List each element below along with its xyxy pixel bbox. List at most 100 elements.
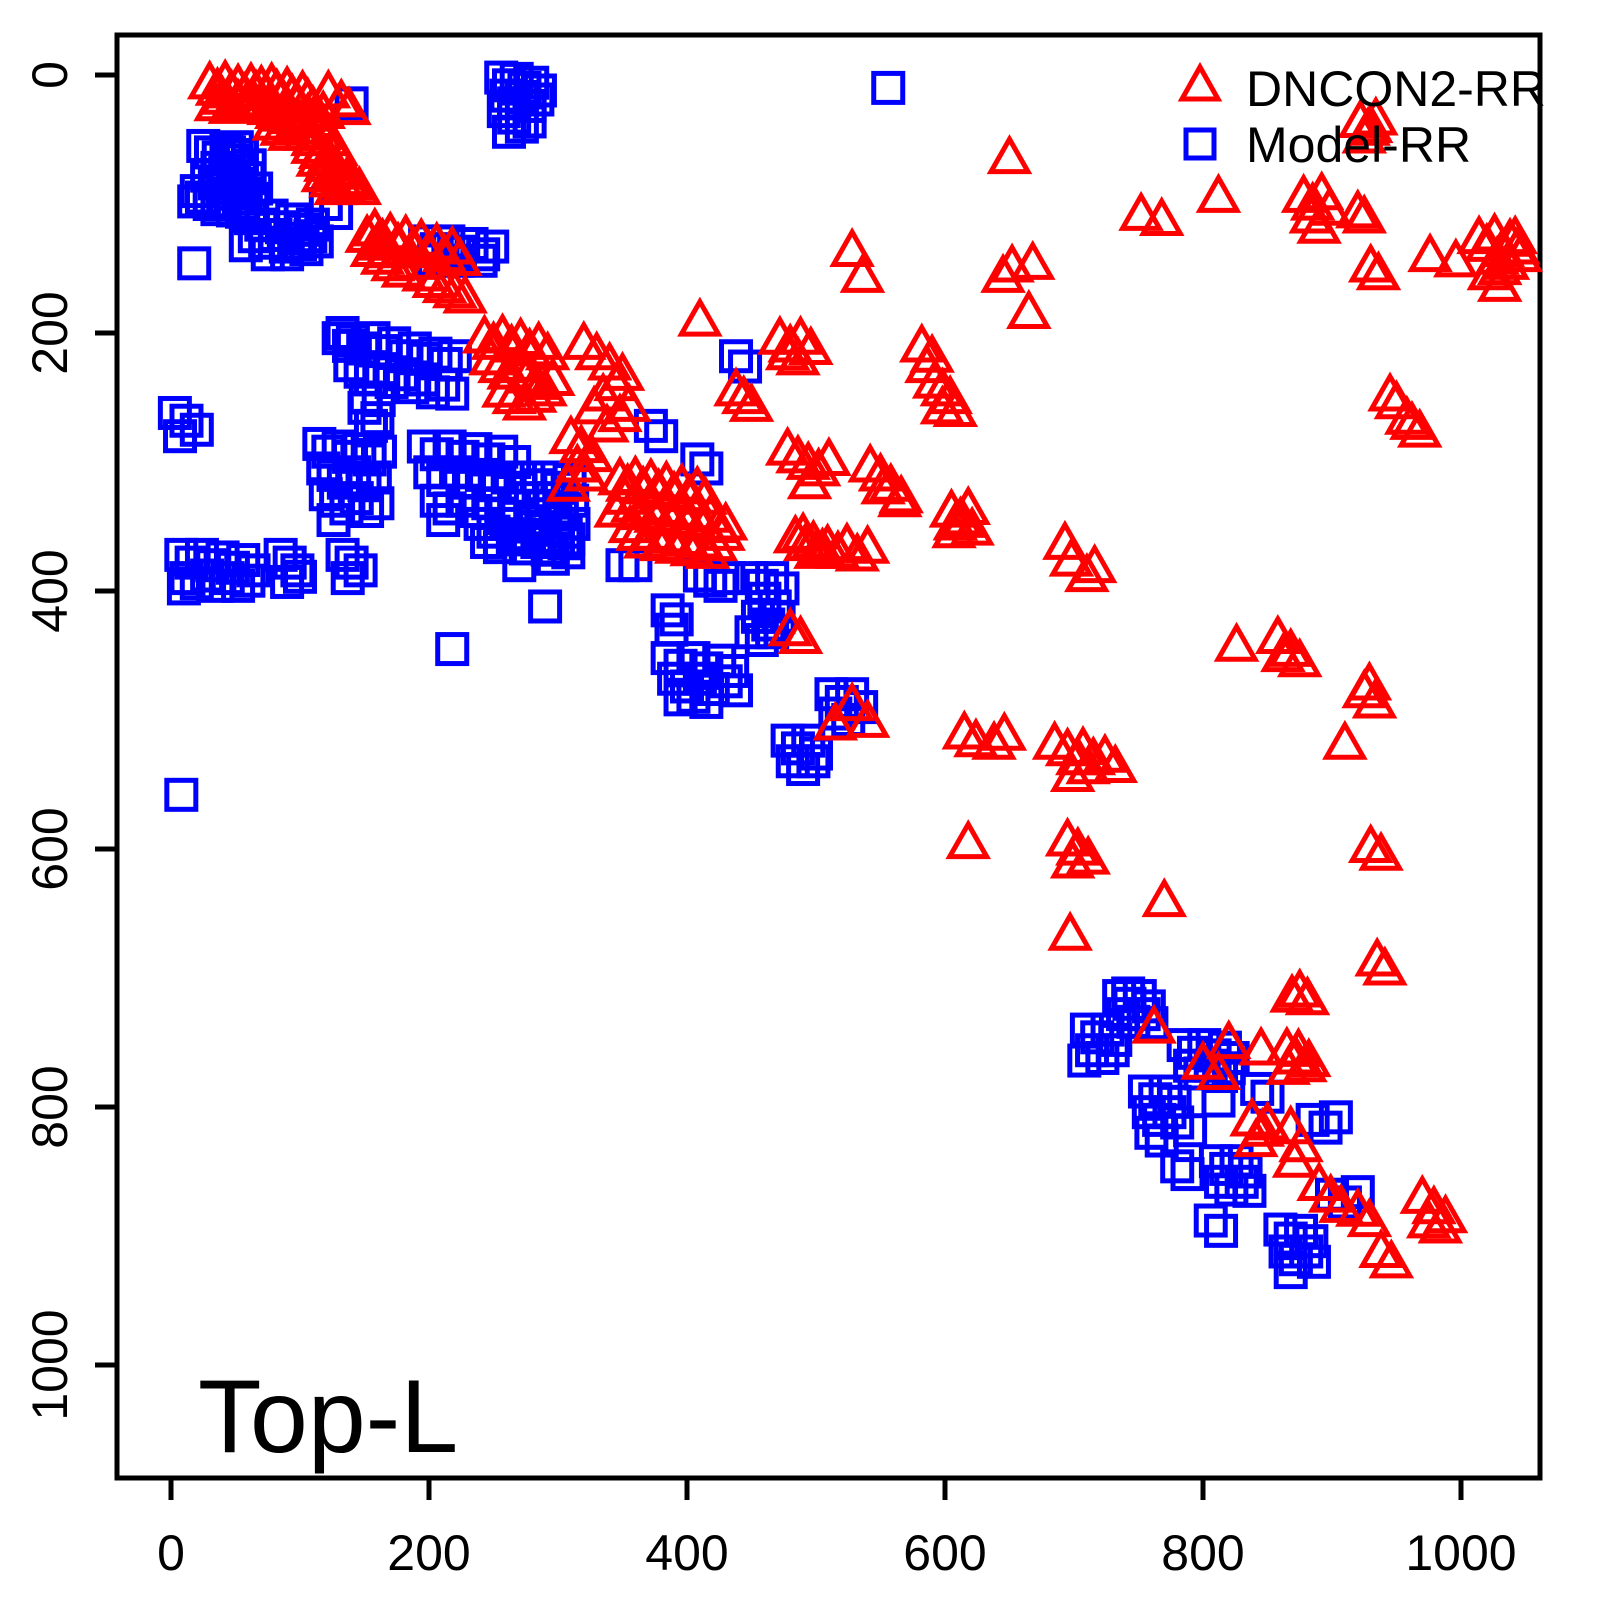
data-point-triangle bbox=[1048, 536, 1095, 577]
data-point-square bbox=[426, 503, 461, 538]
legend-square-icon bbox=[1183, 127, 1217, 161]
data-point-triangle bbox=[839, 252, 886, 293]
data-point-triangle bbox=[1267, 626, 1314, 667]
data-point-triangle bbox=[1118, 190, 1164, 231]
data-point-square bbox=[1160, 1149, 1195, 1184]
tick-label: 0 bbox=[22, 61, 78, 89]
data-point-triangle bbox=[844, 697, 891, 738]
data-point-triangle bbox=[764, 425, 811, 466]
data-point-triangle bbox=[1285, 1037, 1332, 1078]
data-point-triangle bbox=[1355, 250, 1402, 291]
data-point-triangle bbox=[713, 366, 759, 407]
data-point-square bbox=[1232, 1173, 1267, 1208]
tick-label: 600 bbox=[22, 807, 78, 890]
data-point-triangle bbox=[380, 247, 426, 288]
data-point-triangle bbox=[1141, 877, 1188, 918]
data-point-square bbox=[177, 246, 212, 281]
data-point-triangle bbox=[1322, 719, 1368, 760]
data-point-triangle bbox=[720, 374, 767, 415]
data-point-triangle bbox=[336, 165, 383, 206]
data-point-square bbox=[293, 219, 328, 254]
scatter-points-layer bbox=[157, 57, 1544, 1290]
data-point-triangle bbox=[1347, 242, 1394, 283]
data-point-triangle bbox=[1497, 232, 1544, 273]
data-point-square bbox=[1204, 1213, 1239, 1248]
tick-label: 0 bbox=[157, 1525, 185, 1581]
data-point-square bbox=[330, 561, 365, 596]
data-point-triangle bbox=[563, 451, 610, 492]
data-point-triangle bbox=[1296, 203, 1342, 244]
data-point-triangle bbox=[1138, 196, 1185, 237]
data-point-triangle bbox=[1433, 237, 1479, 278]
data-point-triangle bbox=[1071, 543, 1118, 584]
data-point-square bbox=[734, 615, 769, 650]
data-point-triangle bbox=[548, 414, 594, 455]
data-point-triangle bbox=[780, 510, 826, 551]
data-point-square bbox=[1170, 1157, 1205, 1192]
data-point-triangle bbox=[878, 473, 924, 514]
data-point-square bbox=[871, 70, 906, 105]
data-point-triangle bbox=[354, 220, 401, 261]
data-point-square bbox=[711, 561, 746, 596]
data-point-square bbox=[350, 494, 385, 529]
data-point-triangle bbox=[728, 381, 775, 422]
data-point-triangle bbox=[215, 77, 261, 118]
data-point-square bbox=[659, 602, 694, 637]
data-point-square bbox=[708, 664, 743, 699]
data-point-square bbox=[231, 563, 266, 598]
data-point-square bbox=[280, 553, 315, 588]
data-point-triangle bbox=[1092, 742, 1139, 784]
data-point-triangle bbox=[829, 681, 875, 722]
data-point-triangle bbox=[860, 464, 906, 505]
data-point-square bbox=[1308, 1110, 1343, 1145]
data-point-triangle bbox=[481, 367, 527, 408]
data-point-triangle bbox=[772, 513, 819, 554]
data-point-square bbox=[1111, 976, 1146, 1011]
data-point-triangle bbox=[1346, 660, 1393, 701]
data-point-triangle bbox=[1476, 245, 1523, 286]
data-point-triangle bbox=[545, 461, 592, 502]
data-point-square bbox=[221, 568, 256, 603]
data-point-triangle bbox=[1269, 972, 1315, 1013]
tick-label: 400 bbox=[645, 1525, 728, 1581]
data-point-triangle bbox=[1396, 407, 1443, 448]
data-point-square bbox=[1240, 1071, 1275, 1106]
data-point-triangle bbox=[1195, 172, 1242, 213]
data-point-triangle bbox=[1195, 1049, 1242, 1091]
data-point-triangle bbox=[1213, 621, 1260, 662]
data-point-triangle bbox=[1347, 103, 1394, 144]
data-point-triangle bbox=[981, 710, 1028, 751]
data-point-square bbox=[1134, 1115, 1169, 1150]
data-point-square bbox=[528, 589, 563, 624]
data-point-triangle bbox=[1389, 399, 1435, 440]
data-point-triangle bbox=[593, 487, 639, 528]
data-point-triangle bbox=[775, 433, 821, 474]
tick-label: 200 bbox=[22, 291, 78, 374]
data-point-triangle bbox=[1405, 1198, 1452, 1239]
data-point-triangle bbox=[561, 319, 607, 360]
data-point-square bbox=[210, 561, 245, 596]
tick-label: 1000 bbox=[22, 1309, 78, 1420]
data-point-triangle bbox=[1131, 1003, 1177, 1044]
data-point-triangle bbox=[795, 446, 842, 487]
data-point-triangle bbox=[945, 819, 992, 860]
data-point-triangle bbox=[571, 384, 617, 425]
data-point-triangle bbox=[1284, 975, 1331, 1016]
data-point-square bbox=[360, 401, 395, 436]
data-point-square bbox=[435, 632, 470, 667]
data-point-triangle bbox=[1492, 214, 1538, 255]
data-point-triangle bbox=[919, 366, 966, 407]
data-point-triangle bbox=[1238, 1025, 1284, 1066]
data-point-square bbox=[228, 228, 263, 263]
data-point-square bbox=[689, 684, 724, 719]
data-point-triangle bbox=[432, 268, 478, 309]
data-point-triangle bbox=[815, 528, 861, 569]
data-point-triangle bbox=[677, 296, 723, 337]
data-point-triangle bbox=[1407, 232, 1453, 273]
data-point-square bbox=[353, 408, 388, 443]
tick-label: 200 bbox=[387, 1525, 470, 1581]
data-point-triangle bbox=[1476, 261, 1523, 302]
data-point-square bbox=[360, 486, 395, 521]
data-point-triangle bbox=[1009, 239, 1056, 280]
data-point-triangle bbox=[1335, 188, 1381, 229]
